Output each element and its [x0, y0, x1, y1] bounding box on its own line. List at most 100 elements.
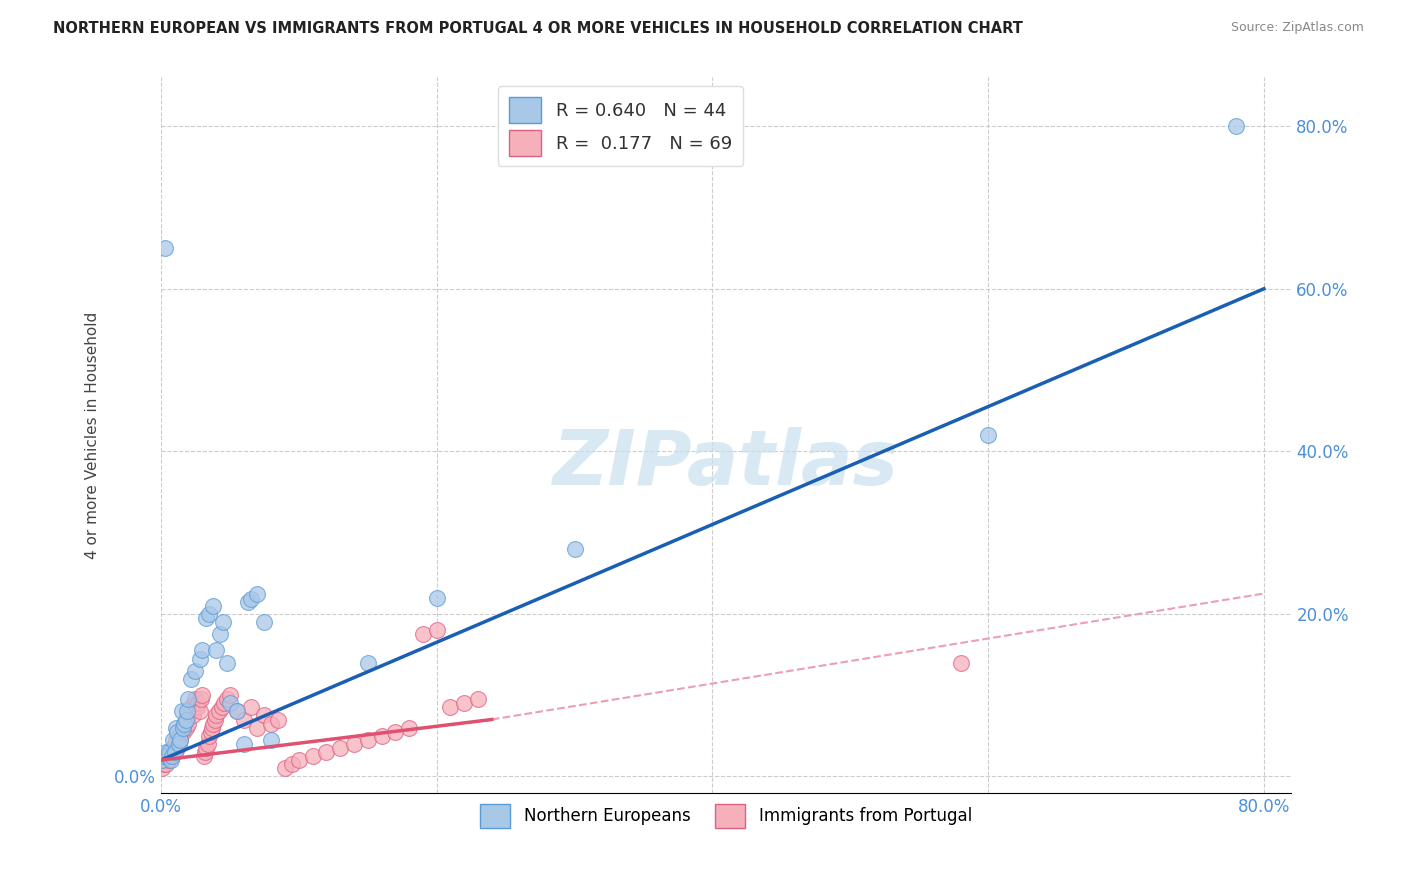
Point	[187, 696, 209, 710]
Point	[357, 732, 380, 747]
Point	[453, 696, 475, 710]
Point	[370, 729, 392, 743]
Point	[188, 651, 211, 665]
Point	[214, 696, 236, 710]
Point	[212, 615, 235, 629]
Point	[162, 741, 184, 756]
Point	[153, 753, 176, 767]
Point	[217, 656, 239, 670]
Point	[315, 745, 337, 759]
Point	[439, 700, 461, 714]
Point	[200, 724, 222, 739]
Point	[156, 749, 179, 764]
Y-axis label: 4 or more Vehicles in Household: 4 or more Vehicles in Household	[86, 311, 100, 558]
Point	[150, 753, 173, 767]
Point	[160, 749, 183, 764]
Point	[195, 611, 218, 625]
Point	[1225, 119, 1247, 133]
Point	[201, 721, 224, 735]
Point	[195, 741, 218, 756]
Point	[166, 741, 188, 756]
Point	[253, 708, 276, 723]
Point	[165, 721, 187, 735]
Point	[205, 708, 228, 723]
Point	[180, 700, 202, 714]
Point	[153, 241, 176, 255]
Point	[173, 716, 195, 731]
Point	[163, 745, 186, 759]
Point	[155, 745, 177, 759]
Point	[186, 700, 208, 714]
Point	[180, 672, 202, 686]
Point	[163, 745, 186, 759]
Point	[202, 716, 225, 731]
Point	[218, 696, 240, 710]
Point	[190, 692, 212, 706]
Point	[176, 713, 198, 727]
Point	[467, 692, 489, 706]
Point	[162, 732, 184, 747]
Point	[426, 623, 449, 637]
Point	[204, 713, 226, 727]
Point	[152, 749, 174, 764]
Text: Source: ZipAtlas.com: Source: ZipAtlas.com	[1230, 21, 1364, 34]
Point	[239, 592, 262, 607]
Point	[225, 705, 247, 719]
Point	[198, 607, 221, 621]
Point	[426, 591, 449, 605]
Point	[156, 749, 179, 764]
Text: NORTHERN EUROPEAN VS IMMIGRANTS FROM PORTUGAL 4 OR MORE VEHICLES IN HOUSEHOLD CO: NORTHERN EUROPEAN VS IMMIGRANTS FROM POR…	[53, 21, 1024, 36]
Point	[281, 757, 304, 772]
Point	[157, 745, 180, 759]
Text: ZIPatlas: ZIPatlas	[553, 426, 900, 500]
Point	[218, 688, 240, 702]
Point	[160, 749, 183, 764]
Point	[177, 692, 200, 706]
Point	[193, 749, 215, 764]
Point	[211, 700, 233, 714]
Point	[184, 692, 207, 706]
Point	[564, 541, 586, 556]
Point	[217, 692, 239, 706]
Point	[183, 696, 205, 710]
Point	[179, 705, 201, 719]
Point	[398, 721, 420, 735]
Point	[198, 729, 221, 743]
Point	[170, 705, 193, 719]
Point	[169, 732, 191, 747]
Point	[232, 713, 254, 727]
Point	[208, 705, 231, 719]
Legend: Northern Europeans, Immigrants from Portugal: Northern Europeans, Immigrants from Port…	[474, 797, 979, 834]
Point	[173, 716, 195, 731]
Point	[155, 757, 177, 772]
Point	[301, 749, 323, 764]
Point	[159, 745, 181, 759]
Point	[177, 716, 200, 731]
Point	[191, 643, 214, 657]
Point	[412, 627, 434, 641]
Point	[246, 586, 269, 600]
Point	[357, 656, 380, 670]
Point	[343, 737, 366, 751]
Point	[197, 737, 219, 751]
Point	[176, 705, 198, 719]
Point	[949, 656, 972, 670]
Point	[194, 745, 217, 759]
Point	[232, 737, 254, 751]
Point	[267, 713, 290, 727]
Point	[225, 705, 247, 719]
Point	[209, 627, 232, 641]
Point	[188, 705, 211, 719]
Point	[166, 724, 188, 739]
Point	[174, 721, 197, 735]
Point	[167, 737, 190, 751]
Point	[170, 721, 193, 735]
Point	[174, 713, 197, 727]
Point	[236, 595, 259, 609]
Point	[239, 700, 262, 714]
Point	[205, 643, 228, 657]
Point	[152, 757, 174, 772]
Point	[384, 724, 406, 739]
Point	[329, 741, 352, 756]
Point	[181, 708, 204, 723]
